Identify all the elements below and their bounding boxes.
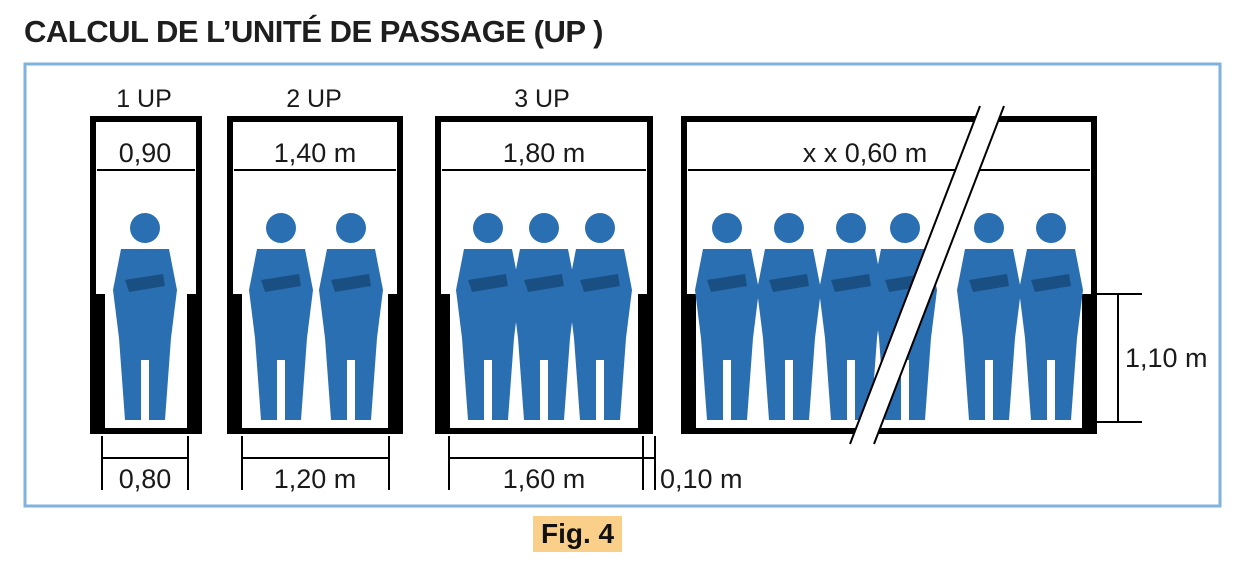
person-figure [568,213,632,420]
panel-4-left-wall [684,294,696,431]
height-label: 1,10 m [1125,343,1208,373]
panel-3: 1,80 m 1,60 m 0,10 m [435,116,743,494]
outer-frame [23,62,1222,508]
panel-2-top-width: 1,40 m [274,138,357,168]
panel-3-right-wall [638,294,650,431]
break-mark-edge-left [849,105,981,445]
panel-label-1: 1 UP [116,85,172,113]
panel-1-left-wall [93,294,105,431]
person-figure [1019,213,1083,420]
panel-3-left-wall [438,294,450,431]
panel-3-bottom-width: 1,60 m [503,464,586,494]
panel-3-frame [435,116,653,434]
person-figure [456,213,520,420]
break-mark [850,106,1004,444]
panel-1-top-width: 0,90 [119,138,172,168]
panel-4: x x 0,60 m [681,105,1097,445]
break-mark-edge-right [873,105,1005,445]
panel-2-right-wall [388,294,400,431]
wall-thickness-label: 0,10 m [660,464,743,494]
panel-1-frame [90,116,202,434]
person-figure [757,213,821,420]
panel-4-top-width: x x 0,60 m [803,138,928,168]
panel-1: 0,90 0,80 [90,116,202,494]
person-figure [113,213,177,420]
panel-2: 1,40 m 1,20 m [227,116,403,494]
person-figure [695,213,759,420]
panel-2-bottom-width: 1,20 m [274,464,357,494]
panel-1-right-wall [187,294,199,431]
height-dimension: 1,10 m [1094,293,1208,423]
panel-label-2: 2 UP [286,85,342,113]
panel-4-right-wall [1082,294,1094,431]
panel-4-frame [681,116,1097,434]
panel-1-bottom-width: 0,80 [119,464,172,494]
person-figure [957,213,1021,420]
panel-2-frame [227,116,403,434]
panel-3-top-width: 1,80 m [503,138,586,168]
panel-2-left-wall [230,294,242,431]
person-figure [319,213,383,420]
figure-caption: Fig. 4 [533,516,623,552]
person-figure [512,213,576,420]
person-figure [249,213,313,420]
panel-label-3: 3 UP [514,85,570,113]
diagram-title: CALCUL DE L’UNITÉ DE PASSAGE (UP ) [24,14,603,49]
